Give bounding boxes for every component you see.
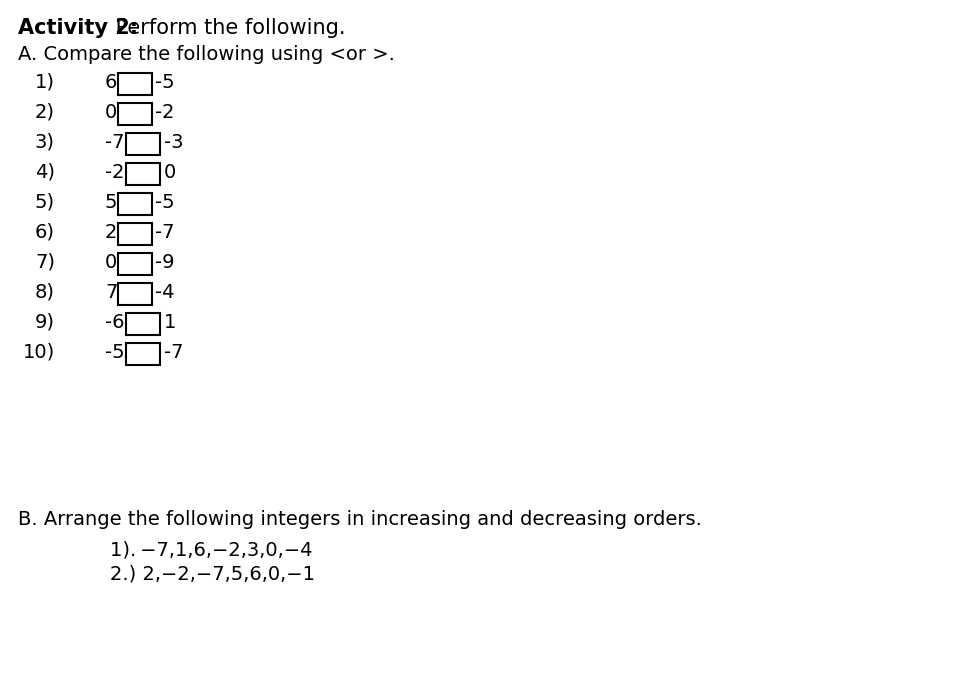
Bar: [117, 73, 151, 95]
Text: -5: -5: [155, 193, 175, 212]
Text: -5: -5: [155, 73, 175, 92]
Bar: [117, 283, 151, 305]
Bar: [126, 133, 160, 155]
Text: 2: 2: [105, 223, 117, 242]
Text: 4): 4): [35, 163, 55, 182]
Text: 9): 9): [35, 313, 55, 332]
Bar: [117, 253, 151, 275]
Text: 2.) 2,−2,−7,5,6,0,−1: 2.) 2,−2,−7,5,6,0,−1: [110, 565, 315, 584]
Text: -3: -3: [164, 133, 184, 152]
Text: -6: -6: [105, 313, 124, 332]
Text: -7: -7: [105, 133, 124, 152]
Bar: [126, 163, 160, 185]
Text: 0: 0: [105, 253, 117, 272]
Text: -2: -2: [155, 103, 175, 122]
Text: 8): 8): [35, 283, 55, 302]
Text: -7: -7: [155, 223, 175, 242]
Text: 0: 0: [105, 103, 117, 122]
Text: 1). −7,1,6,−2,3,0,−4: 1). −7,1,6,−2,3,0,−4: [110, 540, 313, 559]
Text: 6): 6): [35, 223, 55, 242]
Text: Perform the following.: Perform the following.: [109, 18, 346, 38]
Text: -5: -5: [105, 343, 124, 362]
Text: 0: 0: [164, 163, 177, 182]
Bar: [117, 193, 151, 215]
Text: -2: -2: [105, 163, 124, 182]
Bar: [117, 103, 151, 125]
Text: 3): 3): [35, 133, 55, 152]
Bar: [117, 223, 151, 245]
Text: 1): 1): [35, 73, 55, 92]
Bar: [126, 313, 160, 335]
Text: 2): 2): [35, 103, 55, 122]
Text: -9: -9: [155, 253, 175, 272]
Text: 7): 7): [35, 253, 55, 272]
Text: -4: -4: [155, 283, 175, 302]
Text: Activity 2:: Activity 2:: [18, 18, 138, 38]
Text: 6: 6: [105, 73, 117, 92]
Text: 5: 5: [105, 193, 117, 212]
Text: A. Compare the following using <or >.: A. Compare the following using <or >.: [18, 45, 395, 64]
Bar: [126, 343, 160, 365]
Text: 10): 10): [22, 343, 55, 362]
Text: 1: 1: [164, 313, 177, 332]
Text: 5): 5): [35, 193, 55, 212]
Text: 7: 7: [105, 283, 117, 302]
Text: B. Arrange the following integers in increasing and decreasing orders.: B. Arrange the following integers in inc…: [18, 510, 702, 529]
Text: -7: -7: [164, 343, 184, 362]
